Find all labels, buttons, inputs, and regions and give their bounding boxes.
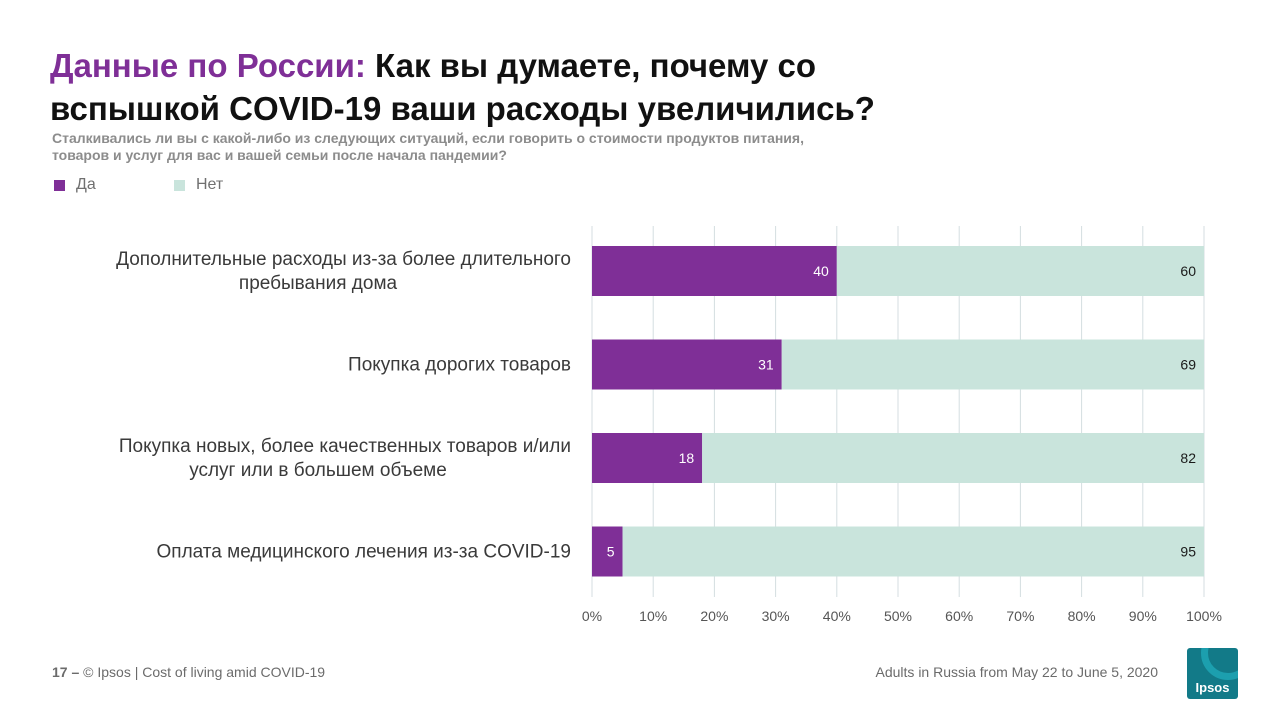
tick-label: 80%	[1068, 608, 1096, 624]
tick-label: 50%	[884, 608, 912, 624]
tick-label: 100%	[1186, 608, 1222, 624]
legend-item-no: Нет	[174, 176, 223, 194]
data-label: 82	[1180, 450, 1196, 466]
tick-label: 30%	[762, 608, 790, 624]
page-title: Данные по России: Как вы думаете, почему…	[50, 44, 950, 130]
bar-no	[836, 246, 1204, 296]
data-label: 95	[1180, 544, 1196, 560]
legend-label-yes: Да	[76, 176, 96, 193]
logo-curve	[1201, 648, 1238, 680]
bar-no	[702, 433, 1204, 483]
legend-swatch-no	[174, 179, 185, 191]
data-label: 69	[1180, 357, 1196, 373]
legend-swatch-yes	[54, 179, 65, 191]
footer-source-text: © Ipsos | Cost of living amid COVID-19	[83, 664, 326, 680]
data-label: 40	[813, 263, 829, 279]
category-label: пребывания дома	[239, 273, 398, 294]
chart-subtitle: Сталкивались ли вы с какой-либо из следу…	[52, 130, 804, 163]
tick-label: 0%	[582, 608, 602, 624]
data-label: 31	[758, 357, 774, 373]
category-label: Дополнительные расходы из-за более длите…	[116, 249, 571, 270]
category-label: Покупка новых, более качественных товаро…	[119, 436, 571, 457]
tick-label: 70%	[1006, 608, 1034, 624]
bar-yes	[592, 246, 837, 296]
title-accent: Данные по России:	[50, 47, 366, 84]
data-label: 5	[607, 544, 615, 560]
category-label: Покупка дорогих товаров	[348, 355, 571, 376]
bar-yes	[592, 339, 782, 390]
bar-no	[781, 339, 1204, 390]
ipsos-logo: Ipsos	[1187, 648, 1238, 699]
logo-text: Ipsos	[1195, 680, 1230, 695]
data-label: 60	[1180, 263, 1196, 279]
tick-label: 40%	[823, 608, 851, 624]
page-number: 17	[52, 664, 68, 680]
bar-yes	[592, 433, 703, 483]
footer-note: Adults in Russia from May 22 to June 5, …	[875, 664, 1158, 680]
bar-no	[622, 526, 1204, 577]
data-label: 18	[679, 450, 695, 466]
title-main: Как вы думаете, почему со вспышкой COVID…	[50, 47, 875, 127]
bar-yes	[592, 526, 623, 577]
category-label: услуг или в большем объеме	[189, 460, 447, 481]
legend-item-yes: Да	[54, 176, 96, 194]
tick-label: 60%	[945, 608, 973, 624]
category-label: Оплата медицинского лечения из-за COVID-…	[157, 542, 572, 563]
page-separator: –	[67, 664, 84, 680]
footer-source: 17 – © Ipsos | Cost of living amid COVID…	[52, 664, 325, 680]
tick-label: 90%	[1129, 608, 1157, 624]
tick-label: 10%	[639, 608, 667, 624]
legend-label-no: Нет	[196, 176, 224, 193]
tick-label: 20%	[700, 608, 728, 624]
